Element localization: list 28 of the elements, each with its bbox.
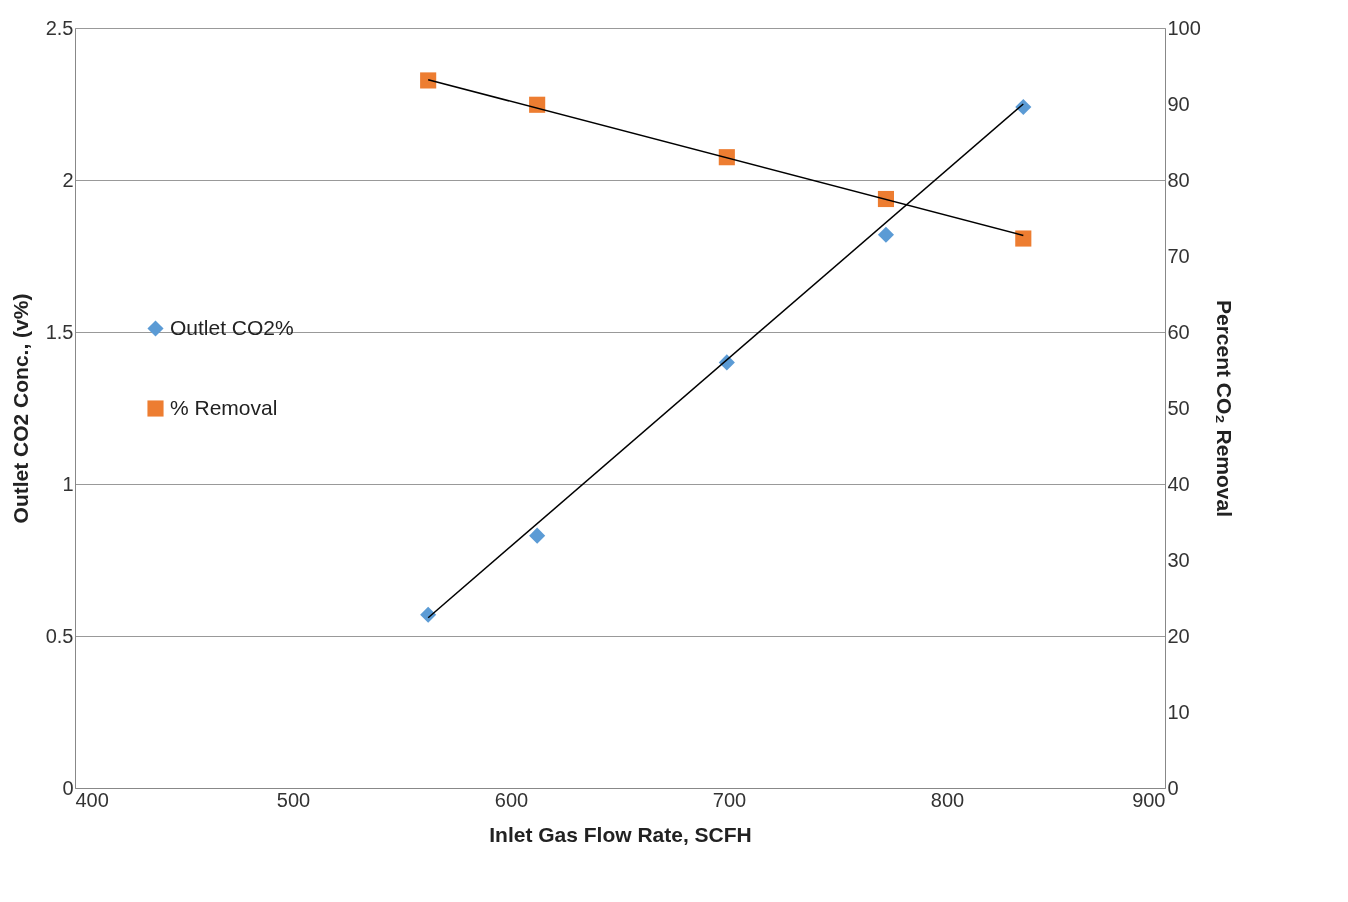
legend-label: % Removal	[170, 395, 278, 419]
y2-tick-label: 90	[1167, 92, 1190, 115]
y2-tick-label: 30	[1167, 548, 1190, 571]
y2-tick-label: 100	[1167, 16, 1201, 39]
y2-tick-label: 0	[1167, 776, 1179, 799]
y-tick-label: 2.5	[45, 16, 74, 39]
y-tick-label: 1	[62, 472, 74, 495]
y2-tick-label: 80	[1167, 168, 1190, 191]
x-tick-label: 400	[75, 788, 109, 811]
x-axis-title: Inlet Gas Flow Rate, SCFH	[489, 822, 752, 846]
y2-tick-label: 20	[1167, 624, 1190, 647]
y2-tick-label: 70	[1167, 244, 1190, 267]
y-tick-label: 0	[62, 776, 74, 799]
y-tick-label: 1.5	[45, 320, 74, 343]
y2-tick-label: 10	[1167, 700, 1190, 723]
y-tick-label: 0.5	[45, 624, 74, 647]
legend-label: Outlet CO2%	[170, 315, 294, 339]
y2-tick-label: 60	[1167, 320, 1190, 343]
x-tick-label: 800	[930, 788, 965, 811]
y-tick-label: 2	[62, 168, 74, 191]
x-tick-label: 700	[712, 788, 747, 811]
y2-tick-label: 50	[1167, 396, 1190, 419]
y2-axis-title: Percent CO₂ Removal	[1212, 299, 1236, 518]
y-axis-title: Outlet CO2 Conc., (v%)	[8, 293, 32, 524]
x-tick-label: 500	[276, 788, 311, 811]
y2-tick-label: 40	[1167, 472, 1190, 495]
x-tick-label: 600	[494, 788, 529, 811]
x-tick-label: 900	[1132, 788, 1166, 811]
